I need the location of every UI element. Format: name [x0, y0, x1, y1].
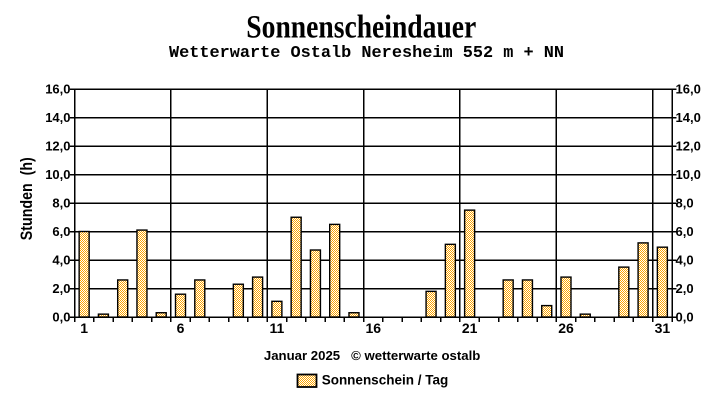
svg-text:6,0: 6,0 — [52, 224, 70, 239]
svg-text:11: 11 — [269, 320, 284, 336]
svg-text:Stunden (h): Stunden (h) — [18, 157, 36, 240]
svg-text:1: 1 — [80, 320, 88, 336]
svg-text:8,0: 8,0 — [676, 196, 694, 211]
svg-text:10,0: 10,0 — [676, 167, 701, 182]
svg-text:Januar 2025 © wetterwarte os: Januar 2025 © wetterwarte ostalb — [264, 348, 480, 363]
svg-text:31: 31 — [655, 320, 671, 336]
svg-text:16,0: 16,0 — [45, 82, 70, 97]
svg-text:14,0: 14,0 — [45, 110, 70, 125]
svg-text:12,0: 12,0 — [45, 139, 70, 154]
svg-text:Sonnenscheindauer: Sonnenscheindauer — [246, 9, 476, 45]
svg-text:4,0: 4,0 — [52, 253, 70, 268]
svg-text:16,0: 16,0 — [676, 82, 701, 97]
svg-text:4,0: 4,0 — [676, 253, 694, 268]
svg-text:6: 6 — [177, 320, 185, 336]
svg-text:12,0: 12,0 — [676, 139, 701, 154]
svg-text:0,0: 0,0 — [676, 310, 694, 325]
svg-text:8,0: 8,0 — [52, 196, 70, 211]
svg-text:16: 16 — [365, 320, 381, 336]
svg-text:21: 21 — [462, 320, 478, 336]
svg-text:10,0: 10,0 — [45, 167, 70, 182]
svg-text:Sonnenschein / Tag: Sonnenschein / Tag — [322, 373, 449, 388]
svg-text:2,0: 2,0 — [52, 281, 70, 296]
svg-text:0,0: 0,0 — [52, 310, 70, 325]
svg-text:14,0: 14,0 — [676, 110, 701, 125]
svg-text:26: 26 — [558, 320, 574, 336]
svg-text:Wetterwarte Ostalb Neresheim 5: Wetterwarte Ostalb Neresheim 552 m + NN — [169, 44, 564, 63]
svg-text:2,0: 2,0 — [676, 281, 694, 296]
svg-text:6,0: 6,0 — [676, 224, 694, 239]
